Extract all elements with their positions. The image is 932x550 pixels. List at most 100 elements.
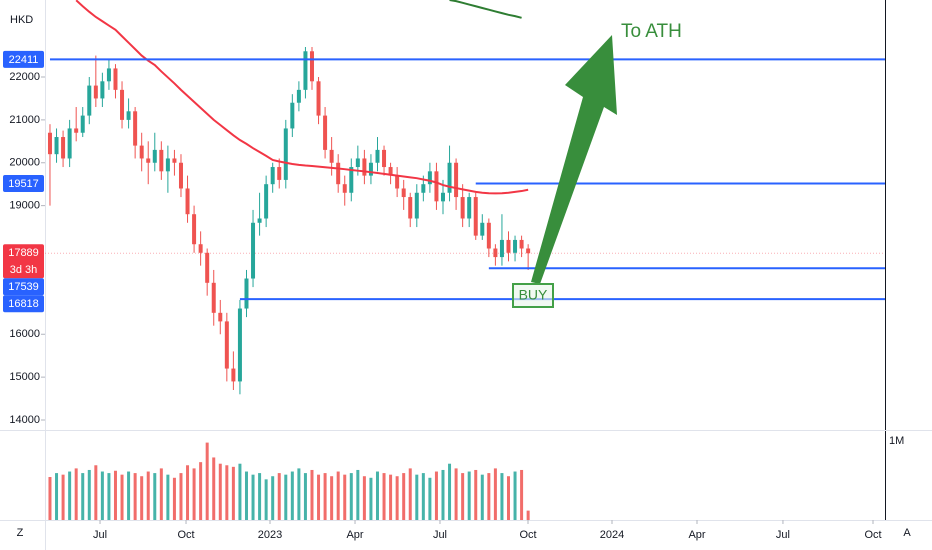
volume-bar <box>500 473 504 520</box>
volume-bar <box>415 474 419 520</box>
volume-bar <box>264 479 268 520</box>
volume-bar <box>68 471 72 520</box>
candle-body <box>447 162 452 193</box>
volume-bar <box>434 471 438 520</box>
candle-body <box>277 167 282 180</box>
volume-bar <box>186 465 190 520</box>
candle-body <box>139 145 144 159</box>
candle-body <box>54 137 59 155</box>
candle-body <box>283 128 288 180</box>
volume-bar <box>74 468 78 520</box>
candle-body <box>74 128 79 133</box>
volume-bar <box>225 465 229 520</box>
volume-bar <box>467 471 471 520</box>
price-tag <box>3 278 44 296</box>
candle-body <box>473 197 478 236</box>
volume-bar <box>61 474 65 520</box>
volume-bar <box>493 468 497 520</box>
volume-bar <box>441 469 445 520</box>
volume-bar <box>140 476 144 520</box>
price-tag-label: 22411 <box>9 54 39 66</box>
candle-body <box>388 167 393 176</box>
volume-bar <box>454 468 458 520</box>
candle-body <box>100 81 105 99</box>
x-tick-label: Oct <box>864 529 881 541</box>
countdown-label: 3d 3h <box>10 264 38 276</box>
volume-bar <box>474 469 478 520</box>
volume-bar <box>362 476 366 520</box>
candle-body <box>355 158 360 168</box>
volume-bar <box>428 477 432 520</box>
volume-bar <box>231 466 235 520</box>
volume-label: 1M <box>889 435 904 447</box>
volume-bar <box>284 474 288 520</box>
candle-body <box>323 115 328 150</box>
price-tag-label: 17539 <box>8 281 39 293</box>
candle-body <box>61 137 66 159</box>
price-tag-label: 17889 <box>8 247 39 259</box>
price-tag <box>3 174 44 192</box>
candle-body <box>408 197 413 219</box>
volume-bar <box>205 442 209 520</box>
candle-body <box>513 239 518 253</box>
candle-body <box>290 102 295 129</box>
y-tick-label: 14000 <box>9 414 40 426</box>
candle-body <box>257 218 262 223</box>
candle-body <box>309 51 314 82</box>
volume-bar <box>87 469 91 520</box>
candle-body <box>159 149 164 172</box>
candle-body <box>106 68 111 82</box>
candle-body <box>316 81 321 116</box>
volume-bar <box>356 469 360 520</box>
volume-bar <box>369 477 373 520</box>
candle-body <box>440 192 445 202</box>
volume-bar <box>48 477 52 520</box>
x-tick-label: 2023 <box>258 529 282 541</box>
price-tag <box>3 244 44 279</box>
candle-body <box>218 312 223 322</box>
volume-bar <box>506 476 510 520</box>
marks <box>45 0 885 520</box>
candle-body <box>480 222 485 236</box>
y-tick-label: 19000 <box>9 200 40 212</box>
volume-bar <box>395 476 399 520</box>
volume-bar <box>349 473 353 520</box>
y-tick-label: 16000 <box>9 328 40 340</box>
volume-bar <box>487 473 491 520</box>
volume-bar <box>100 471 104 520</box>
candle-body <box>152 149 157 163</box>
volume-bar <box>310 469 314 520</box>
volume-bar <box>166 474 170 520</box>
candle-body <box>192 214 197 245</box>
candle-body <box>486 222 491 249</box>
auto-button[interactable]: A <box>903 527 911 539</box>
candle-body <box>526 248 531 254</box>
zoom-button[interactable]: Z <box>17 527 24 539</box>
volume-bar <box>159 468 163 520</box>
currency: HKD <box>10 14 33 26</box>
candle-body <box>401 188 406 198</box>
volume-bar <box>258 473 262 520</box>
volume-bar <box>94 465 98 520</box>
candle-body <box>296 89 301 103</box>
volume-bar <box>526 510 530 520</box>
candle-body <box>93 85 98 99</box>
volume-bar <box>389 474 393 520</box>
volume-bar <box>212 457 216 520</box>
candle-body <box>172 158 177 163</box>
candle-body <box>395 175 400 189</box>
volume-bar <box>81 473 85 520</box>
volume-bar <box>127 471 131 520</box>
volume-bar <box>297 468 301 520</box>
volume-bar <box>421 473 425 520</box>
x-tick-label: Jul <box>433 529 447 541</box>
candle-body <box>133 111 138 146</box>
candle-body <box>493 248 498 258</box>
volume-bar <box>330 476 334 520</box>
volume-bar <box>336 471 340 520</box>
volume-bar <box>513 471 517 520</box>
candle-body <box>244 278 249 309</box>
candle-body <box>506 239 511 253</box>
